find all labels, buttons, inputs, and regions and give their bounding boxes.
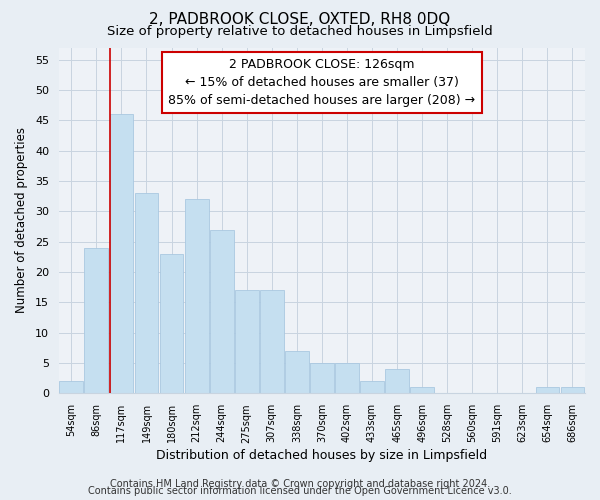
Bar (235, 290, 259, 394)
Bar (85, 248, 108, 394)
Bar (310, 363, 334, 394)
X-axis label: Distribution of detached houses by size in Limpsfield: Distribution of detached houses by size … (157, 450, 487, 462)
Bar (134, 193, 158, 394)
Bar (360, 381, 384, 394)
Text: Contains HM Land Registry data © Crown copyright and database right 2024.: Contains HM Land Registry data © Crown c… (110, 479, 490, 489)
Text: 2, PADBROOK CLOSE, OXTED, RH8 0DQ: 2, PADBROOK CLOSE, OXTED, RH8 0DQ (149, 12, 451, 28)
Text: 2 PADBROOK CLOSE: 126sqm
← 15% of detached houses are smaller (37)
85% of semi-d: 2 PADBROOK CLOSE: 126sqm ← 15% of detach… (169, 58, 475, 107)
Bar (185, 199, 209, 394)
Bar (560, 388, 584, 394)
Text: Contains public sector information licensed under the Open Government Licence v3: Contains public sector information licen… (88, 486, 512, 496)
Bar (59, 381, 83, 394)
Bar (536, 388, 559, 394)
Bar (160, 254, 184, 394)
Bar (210, 230, 233, 394)
Bar (110, 114, 133, 394)
Y-axis label: Number of detached properties: Number of detached properties (15, 128, 28, 314)
Bar (285, 351, 309, 394)
Bar (260, 290, 284, 394)
Bar (410, 388, 434, 394)
Bar (335, 363, 359, 394)
Bar (385, 369, 409, 394)
Text: Size of property relative to detached houses in Limpsfield: Size of property relative to detached ho… (107, 25, 493, 38)
